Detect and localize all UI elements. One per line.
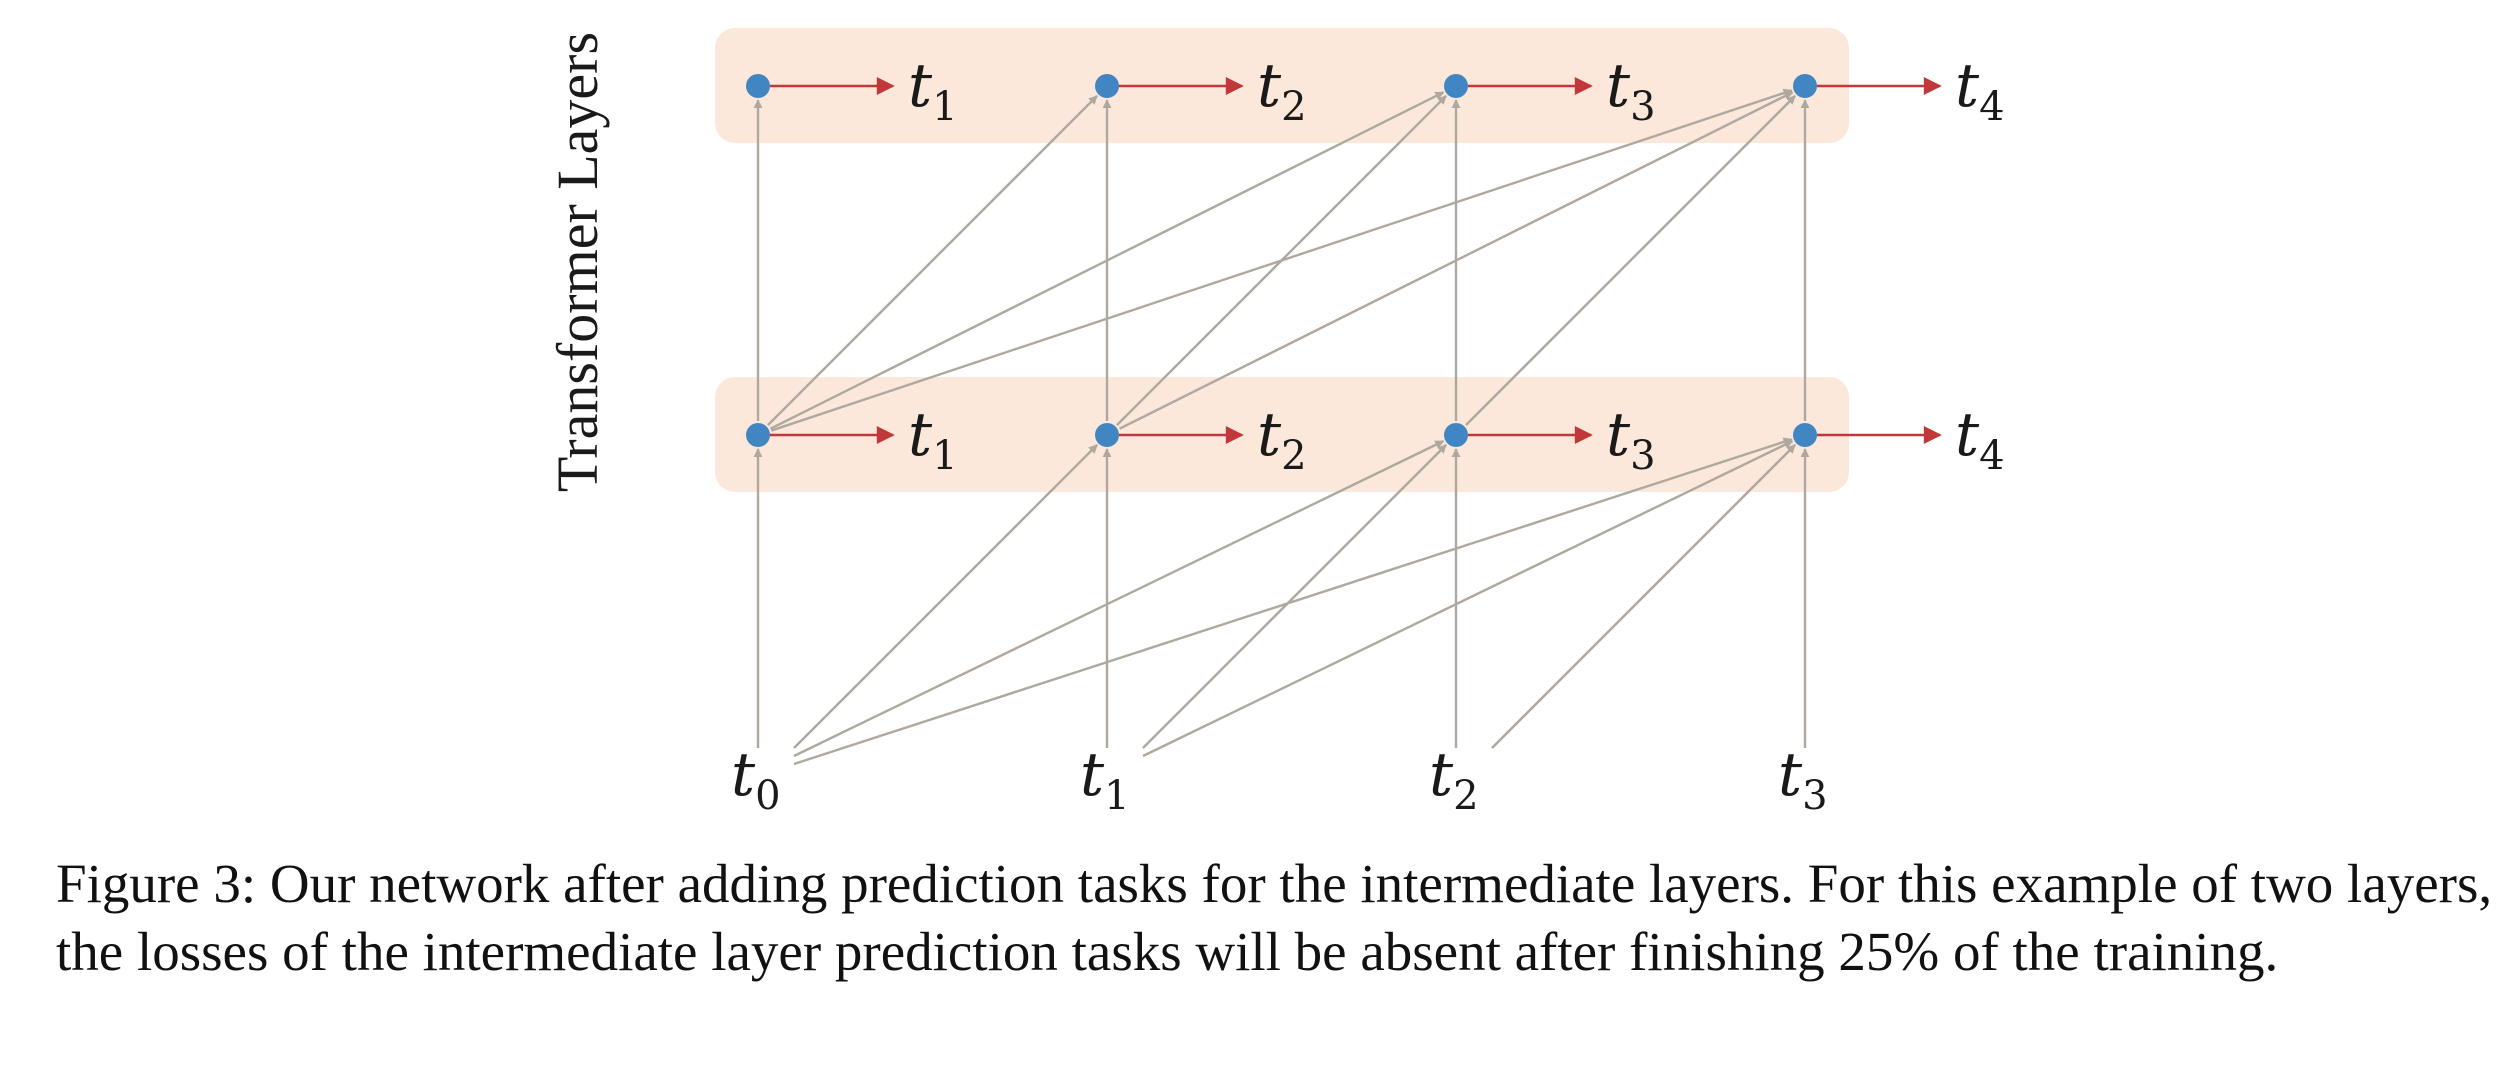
input-label-2: t2 — [1429, 740, 1479, 819]
node-layer2-3 — [1793, 74, 1817, 98]
layer-bands — [715, 28, 1849, 492]
output-label-layer1-1: t2 — [1257, 400, 1307, 479]
edge-layer1-node2-to-layer2-node3 — [1465, 95, 1796, 426]
layer-band-1 — [715, 377, 1849, 492]
node-layer1-3 — [1793, 423, 1817, 447]
input-label-3: t3 — [1778, 740, 1828, 819]
node-layer2-0 — [746, 74, 770, 98]
attention-edges — [753, 88, 1810, 766]
node-layer1-2 — [1444, 423, 1468, 447]
edge-input0-to-layer1-node1 — [793, 444, 1098, 749]
output-label-layer1-0: t1 — [908, 400, 958, 479]
edge-input1-to-layer1-node3 — [1142, 440, 1794, 758]
node-layer2-1 — [1095, 74, 1119, 98]
output-label-layer2-2: t3 — [1606, 51, 1656, 130]
y-axis-label: Transformer Layers — [545, 32, 610, 492]
edge-input1-to-layer1-node2 — [1142, 444, 1447, 749]
node-layer1-0 — [746, 423, 770, 447]
output-label-layer1-3: t4 — [1955, 400, 2005, 479]
output-label-layer2-1: t2 — [1257, 51, 1307, 130]
edge-input2-to-layer1-node3 — [1491, 444, 1796, 749]
edge-layer1-node1-to-layer2-node2 — [1116, 95, 1447, 426]
node-layer2-2 — [1444, 74, 1468, 98]
node-layer1-1 — [1095, 423, 1119, 447]
input-label-1: t1 — [1080, 740, 1130, 819]
output-label-layer1-2: t3 — [1606, 400, 1656, 479]
output-label-layer2-0: t1 — [908, 51, 958, 130]
edge-input0-to-layer1-node2 — [793, 440, 1445, 758]
layer-nodes — [746, 74, 1817, 447]
prediction-arrows — [770, 77, 1942, 444]
token-labels: t1 t2 t3 t4 t1 t2 t3 t4 t0 t1 t2 t3 — [731, 51, 2005, 819]
edge-input0-to-layer1-node3 — [793, 437, 1793, 766]
input-label-0: t0 — [731, 740, 781, 819]
edge-layer1-node0-to-layer2-node1 — [767, 95, 1098, 426]
output-label-layer2-3: t4 — [1955, 51, 2005, 130]
layer-band-2 — [715, 28, 1849, 143]
figure-caption: Figure 3: Our network after adding predi… — [56, 853, 2493, 982]
